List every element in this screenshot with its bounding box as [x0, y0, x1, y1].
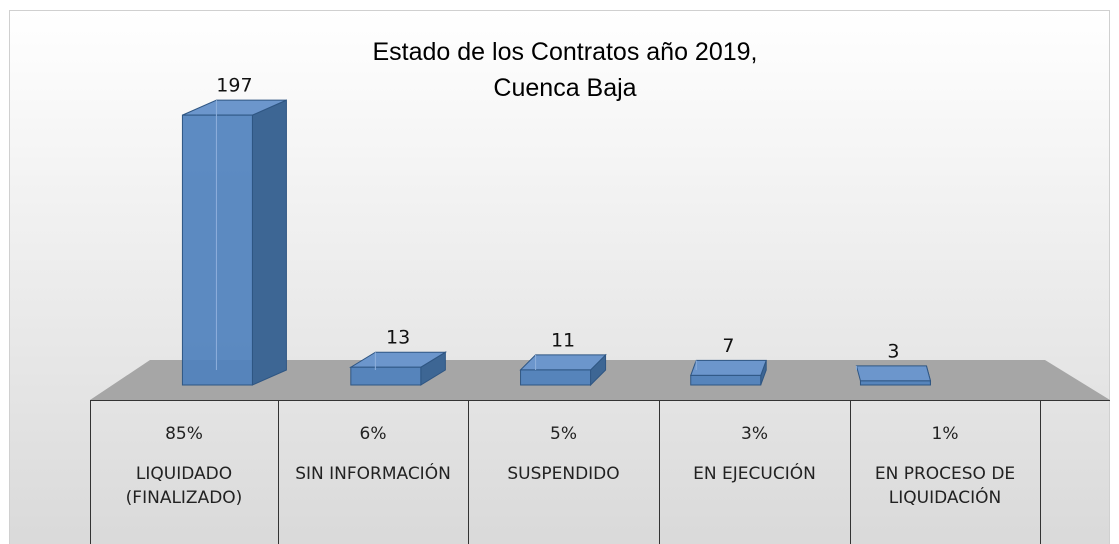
category-label: EN PROCESO DE LIQUIDACIÓN [874, 464, 1016, 508]
bar [181, 99, 287, 386]
table-lines [90, 400, 1110, 544]
table-cell: 1% EN PROCESO DE LIQUIDACIÓN [850, 400, 1040, 544]
data-label: 11 [551, 329, 575, 351]
bar-top [855, 365, 932, 382]
data-label: 197 [216, 75, 252, 97]
bar [519, 353, 607, 387]
table-cell: 3% EN EJECUCIÓN [659, 400, 850, 544]
table-cell: 6% SIN INFORMACIÓN [278, 400, 468, 544]
floor [90, 360, 1110, 400]
share-label: 85% [165, 424, 203, 444]
share-label: 5% [550, 424, 577, 444]
bar-front [859, 380, 931, 386]
category-label: SUSPENDIDO [507, 464, 620, 484]
share-label: 3% [741, 424, 768, 444]
bar [690, 359, 767, 386]
share-label: 6% [359, 424, 387, 444]
bar-front [520, 369, 592, 386]
bar-side [251, 99, 287, 386]
bar-front [350, 366, 422, 386]
table-cell: 5% SUSPENDIDO [468, 400, 659, 544]
category-label: SIN INFORMACIÓN [295, 464, 451, 484]
category-label: LIQUIDADO (FINALIZADO) [125, 464, 243, 508]
bar-top [690, 359, 767, 376]
bar [349, 351, 448, 386]
bar-front [690, 374, 762, 386]
data-label: 7 [722, 335, 734, 357]
bars: 197 13 11 7 3 [181, 75, 932, 387]
table-cell: 85% LIQUIDADO (FINALIZADO) [90, 400, 278, 544]
chart-title: Estado de los Contratos año 2019, Cuenca… [372, 38, 758, 102]
data-label: 3 [887, 340, 899, 362]
data-label: 13 [386, 327, 410, 349]
bar [855, 365, 932, 386]
category-label: EN EJECUCIÓN [693, 464, 816, 484]
bar-top [519, 354, 607, 371]
bar-front [181, 114, 253, 386]
share-label: 1% [931, 424, 959, 444]
